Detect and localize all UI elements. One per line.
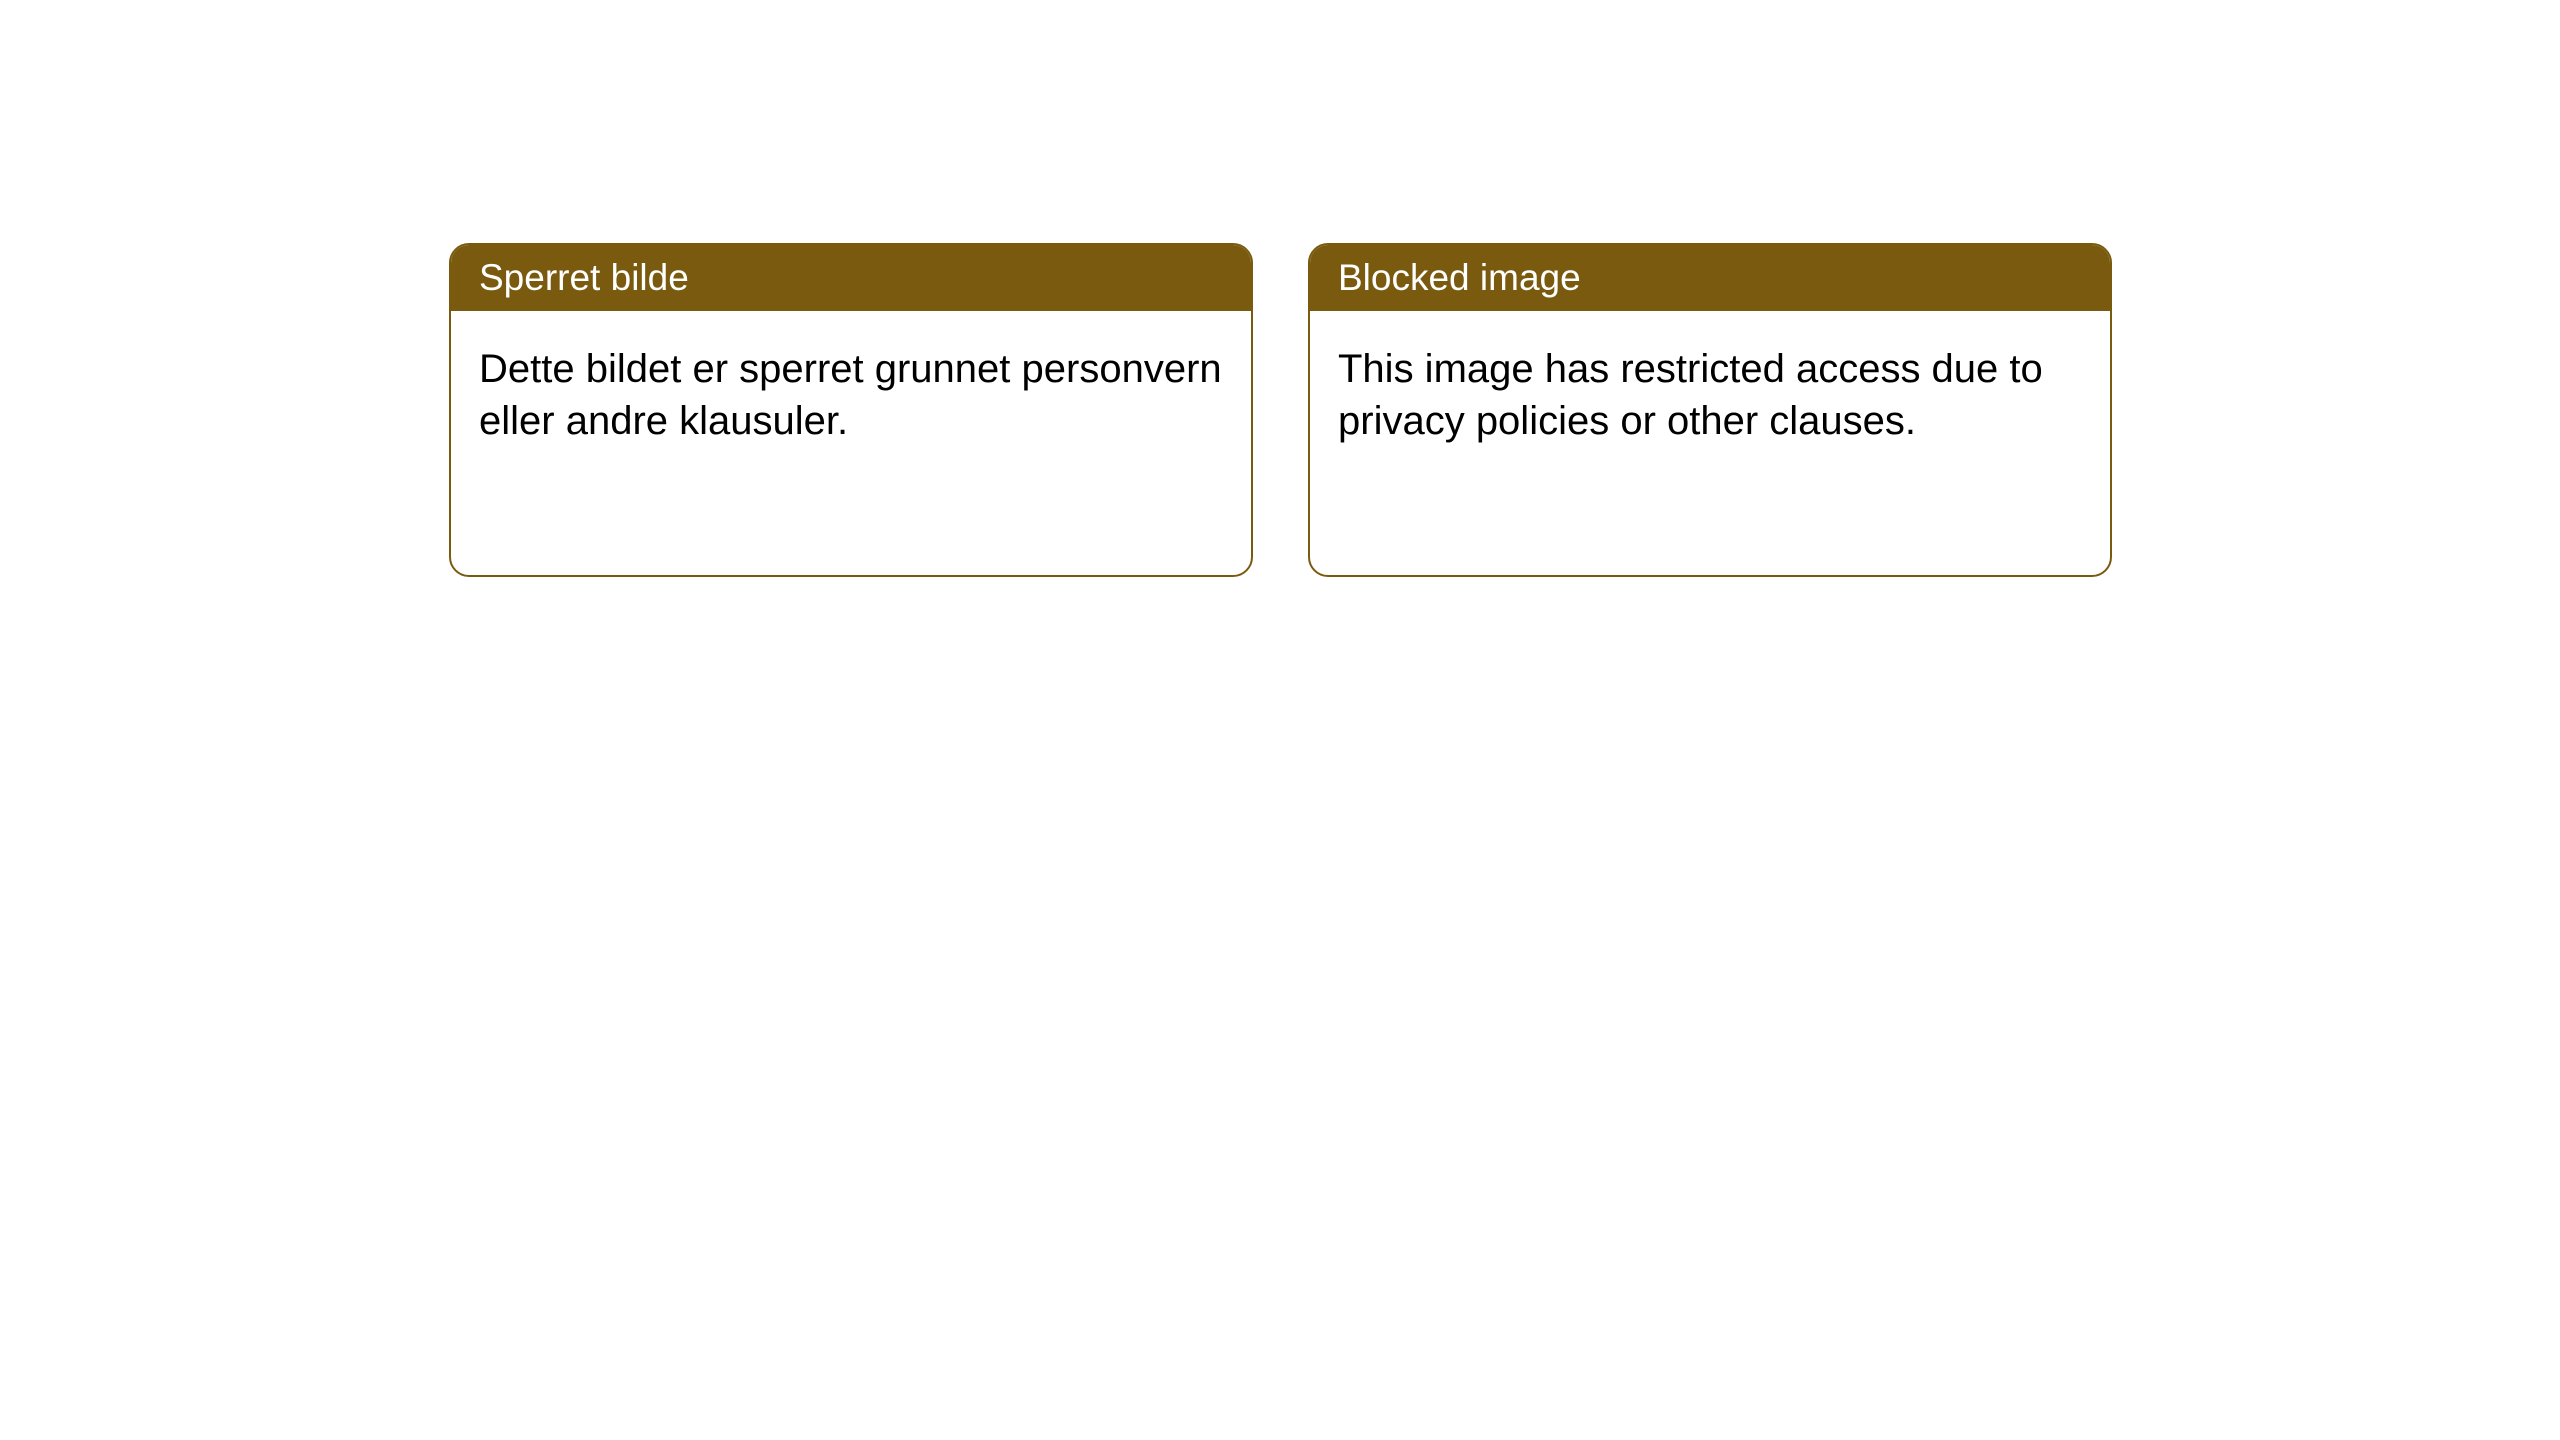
notice-card-message: Dette bildet er sperret grunnet personve… (479, 347, 1222, 443)
notice-card-title: Blocked image (1338, 257, 1581, 298)
notice-card-body: Dette bildet er sperret grunnet personve… (451, 311, 1251, 479)
notice-card-message: This image has restricted access due to … (1338, 347, 2043, 443)
notice-card-norwegian: Sperret bilde Dette bildet er sperret gr… (449, 243, 1253, 577)
notice-card-container: Sperret bilde Dette bildet er sperret gr… (0, 0, 2560, 577)
notice-card-title: Sperret bilde (479, 257, 689, 298)
notice-card-header: Sperret bilde (451, 245, 1251, 311)
notice-card-header: Blocked image (1310, 245, 2110, 311)
notice-card-english: Blocked image This image has restricted … (1308, 243, 2112, 577)
notice-card-body: This image has restricted access due to … (1310, 311, 2110, 479)
